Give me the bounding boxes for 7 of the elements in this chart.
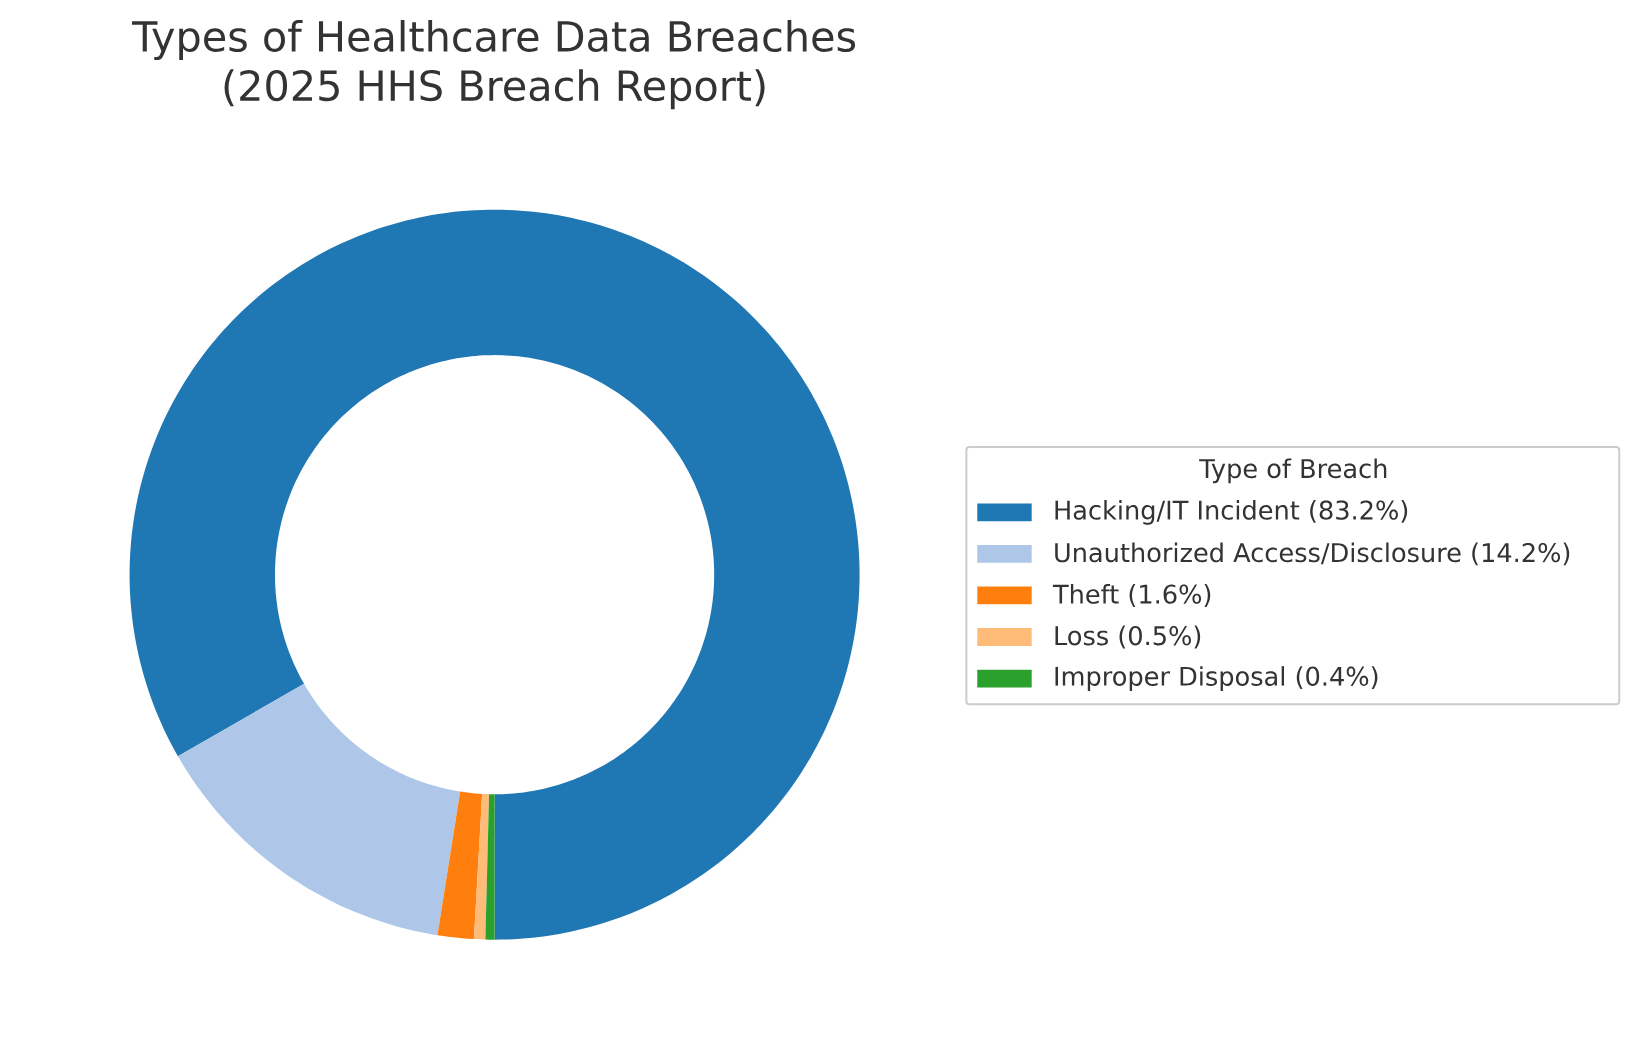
legend-label: Theft (1.6%) — [1052, 583, 1211, 607]
legend-label: Unauthorized Access/Disclosure (14.2%) — [1055, 542, 1570, 566]
legend-label: Improper Disposal (0.4%) — [1055, 665, 1378, 691]
legend-label: Hacking/IT Incident (83.2%) — [1055, 499, 1408, 525]
legend-label: Loss (0.5%) — [1055, 625, 1201, 649]
chart-title: Types of Healthcare Data Breaches (2025 HHS Breach Report) — [132, 19, 856, 110]
legend-title: Type of Breach — [1199, 458, 1387, 483]
